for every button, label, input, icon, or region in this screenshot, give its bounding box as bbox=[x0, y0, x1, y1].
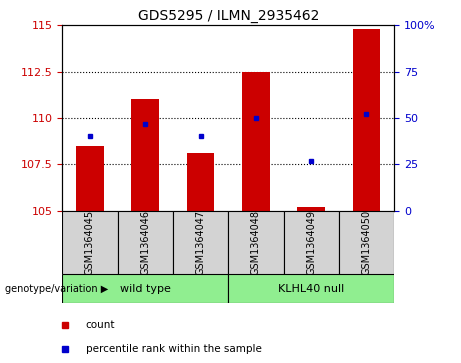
Text: KLHL40 null: KLHL40 null bbox=[278, 284, 344, 294]
Text: percentile rank within the sample: percentile rank within the sample bbox=[86, 344, 261, 354]
Bar bbox=[284, 211, 339, 274]
Bar bbox=[228, 211, 284, 274]
Bar bbox=[297, 207, 325, 211]
Bar bbox=[131, 99, 159, 211]
Bar bbox=[173, 211, 228, 274]
Text: GSM1364045: GSM1364045 bbox=[85, 210, 95, 275]
Bar bbox=[118, 211, 173, 274]
Bar bbox=[228, 274, 394, 303]
Bar bbox=[353, 29, 380, 211]
Bar bbox=[339, 211, 394, 274]
Text: count: count bbox=[86, 321, 115, 330]
Text: GSM1364047: GSM1364047 bbox=[195, 210, 206, 275]
Bar bbox=[76, 146, 104, 211]
Bar bbox=[62, 274, 228, 303]
Bar bbox=[62, 211, 118, 274]
Text: GSM1364046: GSM1364046 bbox=[140, 210, 150, 275]
Text: genotype/variation ▶: genotype/variation ▶ bbox=[5, 284, 108, 294]
Text: GSM1364050: GSM1364050 bbox=[361, 210, 372, 275]
Bar bbox=[187, 153, 214, 211]
Title: GDS5295 / ILMN_2935462: GDS5295 / ILMN_2935462 bbox=[137, 9, 319, 23]
Text: GSM1364048: GSM1364048 bbox=[251, 210, 261, 275]
Text: wild type: wild type bbox=[120, 284, 171, 294]
Text: GSM1364049: GSM1364049 bbox=[306, 210, 316, 275]
Bar bbox=[242, 72, 270, 211]
